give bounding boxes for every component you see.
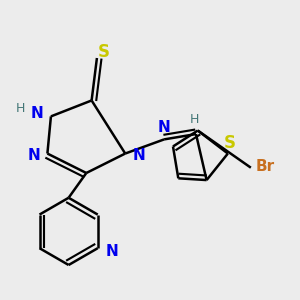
Text: N: N bbox=[132, 148, 145, 163]
Text: Br: Br bbox=[255, 160, 274, 175]
Text: H: H bbox=[16, 102, 26, 115]
Text: N: N bbox=[31, 106, 44, 121]
Text: S: S bbox=[224, 134, 236, 152]
Text: S: S bbox=[97, 43, 109, 61]
Text: H: H bbox=[190, 113, 199, 126]
Text: N: N bbox=[106, 244, 118, 259]
Text: N: N bbox=[158, 120, 170, 135]
Text: N: N bbox=[28, 148, 40, 163]
